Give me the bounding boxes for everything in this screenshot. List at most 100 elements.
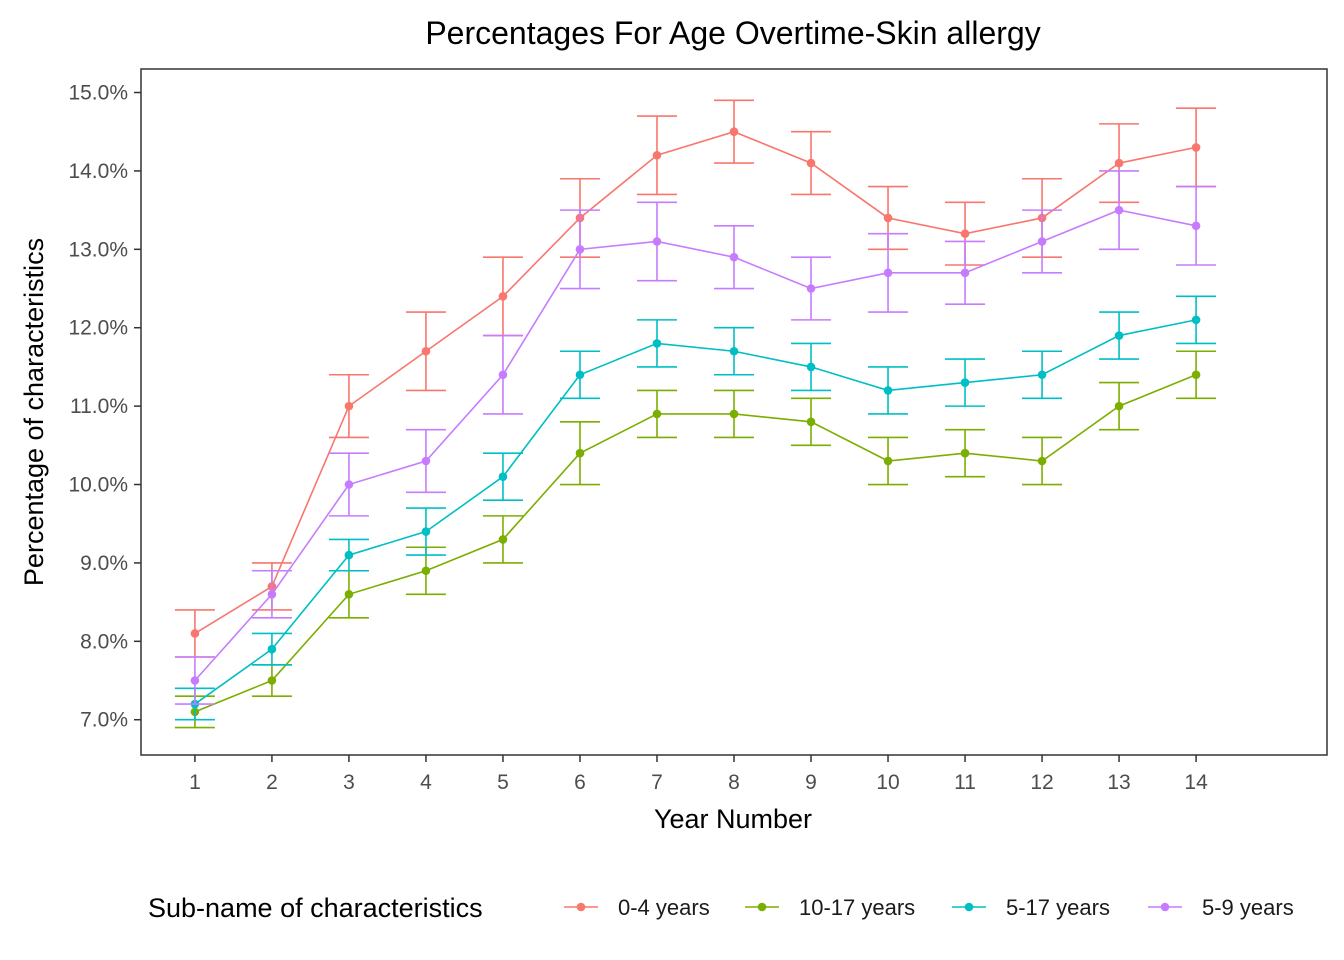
series-line: [194, 209, 1197, 682]
legend-key-point: [576, 902, 586, 912]
x-tick-label: 9: [805, 771, 817, 794]
data-point: [1191, 143, 1201, 152]
data-point: [806, 158, 816, 168]
x-axis: 1 2 3 4 5 6 7 8 9 10 11 12 13 14: [189, 755, 1208, 794]
data-point: [652, 339, 662, 348]
data-point: [883, 268, 893, 278]
x-tick-label: 14: [1184, 771, 1208, 794]
x-tick-label: 4: [420, 771, 432, 794]
data-point: [421, 456, 431, 466]
x-tick-label: 11: [954, 771, 976, 794]
legend-label: 0-4 years: [618, 895, 710, 920]
data-point: [498, 472, 508, 481]
data-point: [652, 409, 662, 419]
series-layer: [174, 99, 1217, 729]
y-axis-title: Percentage of characteristics: [19, 238, 49, 586]
series-1: [174, 350, 1217, 729]
data-point: [498, 535, 508, 544]
data-point: [1037, 370, 1047, 380]
legend-item: 0-4 years: [564, 895, 710, 920]
legend-item: 5-17 years: [952, 895, 1110, 920]
legend-label: 10-17 years: [799, 895, 915, 920]
x-tick-label: 13: [1107, 771, 1130, 794]
data-point: [1037, 456, 1047, 466]
y-axis: 7.0% 8.0% 9.0% 10.0% 11.0% 12.0% 13.0% 14.0% 15.…: [68, 82, 141, 732]
data-point: [960, 378, 970, 387]
legend-key-point: [1160, 902, 1170, 912]
data-point: [421, 527, 431, 536]
series-line: [194, 374, 1197, 713]
legend-item: 10-17 years: [745, 895, 915, 920]
data-point: [729, 346, 739, 356]
data-point: [267, 676, 277, 685]
y-tick-label: 11.0%: [70, 395, 128, 418]
y-tick-label: 10.0%: [68, 474, 128, 497]
legend-key-point: [757, 902, 767, 912]
x-tick-label: 8: [728, 771, 740, 794]
y-tick-label: 7.0%: [80, 709, 128, 732]
series-3: [174, 170, 1217, 705]
y-tick-label: 15.0%: [68, 82, 128, 105]
legend-label: 5-17 years: [1006, 895, 1110, 920]
x-tick-label: 2: [266, 771, 278, 794]
data-point: [267, 589, 277, 599]
x-tick-label: 7: [651, 771, 663, 794]
series-0: [174, 99, 1217, 658]
data-point: [1114, 205, 1124, 215]
data-point: [1191, 221, 1201, 231]
data-point: [883, 213, 893, 223]
data-point: [652, 150, 662, 160]
data-point: [421, 346, 431, 356]
series-line: [194, 319, 1197, 705]
data-point: [729, 252, 739, 262]
data-point: [190, 676, 200, 685]
data-point: [806, 417, 816, 427]
data-point: [729, 127, 739, 137]
data-point: [498, 292, 508, 301]
data-point: [1191, 370, 1201, 380]
data-point: [267, 644, 277, 654]
data-point: [729, 409, 739, 419]
data-point: [498, 370, 508, 380]
data-point: [1114, 331, 1124, 340]
x-tick-label: 5: [497, 771, 509, 794]
legend-label: 5-9 years: [1202, 895, 1294, 920]
x-tick-label: 6: [574, 771, 586, 794]
y-tick-label: 9.0%: [80, 552, 128, 575]
data-point: [344, 401, 354, 411]
data-point: [1037, 237, 1047, 246]
data-point: [344, 550, 354, 560]
data-point: [190, 629, 200, 638]
data-point: [421, 566, 431, 576]
data-point: [883, 386, 893, 395]
x-axis-title: Year Number: [654, 804, 812, 834]
legend-title: Sub-name of characteristics: [148, 893, 483, 923]
x-tick-label: 10: [876, 771, 899, 794]
data-point: [960, 448, 970, 458]
data-point: [1191, 315, 1201, 325]
chart-title: Percentages For Age Overtime-Skin allerg…: [425, 15, 1040, 51]
data-point: [344, 480, 354, 489]
data-point: [652, 237, 662, 246]
legend-key-point: [964, 902, 974, 912]
data-point: [575, 245, 585, 254]
data-point: [806, 284, 816, 293]
data-point: [575, 370, 585, 380]
data-point: [883, 456, 893, 466]
data-point: [1114, 401, 1124, 411]
legend-item: 5-9 years: [1148, 895, 1294, 920]
y-tick-label: 8.0%: [80, 630, 128, 653]
data-point: [806, 362, 816, 372]
legend: Sub-name of characteristics 0-4 years 10-…: [148, 893, 1294, 923]
x-tick-label: 3: [343, 771, 355, 794]
data-point: [1114, 158, 1124, 168]
series-line: [194, 130, 1197, 635]
data-point: [575, 448, 585, 458]
x-tick-label: 1: [189, 771, 201, 794]
data-point: [960, 268, 970, 278]
y-tick-label: 13.0%: [68, 238, 128, 261]
data-point: [344, 589, 354, 599]
y-tick-label: 12.0%: [68, 317, 128, 340]
y-tick-label: 14.0%: [68, 160, 128, 183]
